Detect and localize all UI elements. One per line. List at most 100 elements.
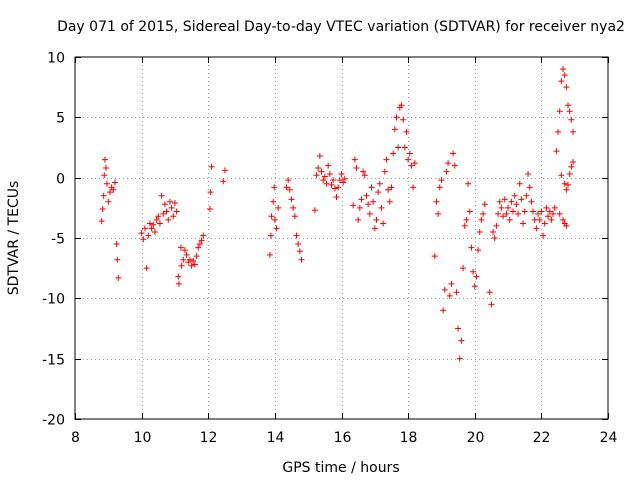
data-point: [556, 210, 563, 217]
data-point: [435, 210, 442, 217]
x-tick-label: 16: [334, 430, 352, 446]
data-point: [293, 232, 300, 239]
data-point: [353, 165, 360, 172]
data-point: [114, 256, 121, 263]
data-point: [141, 225, 148, 232]
data-point: [570, 158, 577, 165]
data-point: [323, 180, 330, 187]
data-point: [143, 265, 150, 272]
data-point: [291, 213, 298, 220]
data-point: [193, 253, 200, 260]
data-point: [163, 208, 170, 215]
data-point: [158, 192, 165, 199]
y-tick-label: -10: [42, 292, 65, 308]
data-point: [178, 262, 185, 269]
data-point: [311, 207, 318, 214]
data-point: [476, 228, 483, 235]
data-point: [446, 292, 453, 299]
y-tick-label: -5: [51, 232, 65, 248]
data-point: [273, 225, 280, 232]
data-point: [548, 216, 555, 223]
data-point: [495, 210, 502, 217]
data-point: [546, 208, 553, 215]
data-point: [465, 180, 472, 187]
data-point: [516, 180, 523, 187]
data-point: [315, 165, 322, 172]
data-point: [481, 201, 488, 208]
data-point: [333, 193, 340, 200]
data-point: [373, 216, 380, 223]
axis-ticks: 8 10 12 14 16 18 20 22 24 -20 -15 -10 -5 0 5 10: [42, 51, 617, 447]
data-point: [325, 162, 332, 169]
data-point: [140, 236, 147, 243]
data-point: [173, 208, 180, 215]
x-tick-label: 8: [71, 430, 80, 446]
data-point: [551, 204, 558, 211]
data-point: [186, 256, 193, 263]
data-point: [458, 337, 465, 344]
data-point: [475, 247, 482, 254]
data-point: [161, 201, 168, 208]
data-point: [455, 325, 462, 332]
y-tick-label: -15: [42, 353, 65, 369]
data-point: [473, 273, 480, 280]
y-tick-label: -20: [42, 413, 65, 429]
data-point: [488, 301, 495, 308]
data-point: [393, 114, 400, 121]
data-point: [156, 220, 163, 227]
data-point: [220, 178, 227, 185]
data-point: [460, 265, 467, 272]
data-point: [100, 192, 107, 199]
data-point: [338, 171, 345, 178]
data-point: [431, 253, 438, 260]
data-point: [115, 274, 122, 281]
data-point: [378, 204, 385, 211]
data-point: [530, 208, 537, 215]
y-axis-label: SDTVAR / TECUs: [6, 181, 22, 296]
data-point: [436, 184, 443, 191]
data-point: [405, 156, 412, 163]
data-point: [99, 206, 106, 213]
data-point: [298, 256, 305, 263]
data-point: [563, 84, 570, 91]
data-point: [363, 192, 370, 199]
data-point: [106, 189, 113, 196]
data-point: [500, 213, 507, 220]
data-point: [555, 128, 562, 135]
data-point: [170, 213, 177, 220]
x-axis-label: GPS time / hours: [282, 460, 399, 476]
data-point: [371, 225, 378, 232]
data-point: [270, 198, 277, 205]
data-point: [113, 241, 120, 248]
data-point: [443, 168, 450, 175]
data-point: [295, 241, 302, 248]
data-point: [390, 150, 397, 157]
data-point: [521, 208, 528, 215]
data-point: [370, 198, 377, 205]
data-point: [361, 172, 368, 179]
data-point: [313, 172, 320, 179]
data-point: [401, 144, 408, 151]
data-point: [470, 268, 477, 275]
y-tick-label: 5: [56, 111, 65, 127]
data-point: [381, 168, 388, 175]
data-point: [146, 220, 153, 227]
data-point: [510, 208, 517, 215]
y-tick-label: 0: [56, 172, 65, 188]
data-point: [177, 244, 184, 251]
data-point: [366, 210, 373, 217]
data-point: [498, 204, 505, 211]
data-point: [568, 116, 575, 123]
data-point: [175, 280, 182, 287]
data-point: [433, 198, 440, 205]
data-point: [558, 172, 565, 179]
data-point: [316, 152, 323, 159]
x-tick-label: 10: [134, 430, 152, 446]
data-point: [318, 168, 325, 175]
data-point: [101, 172, 108, 179]
data-point: [111, 179, 118, 186]
data-point: [165, 216, 172, 223]
data-point: [513, 201, 520, 208]
data-point: [290, 204, 297, 211]
data-point: [533, 225, 540, 232]
